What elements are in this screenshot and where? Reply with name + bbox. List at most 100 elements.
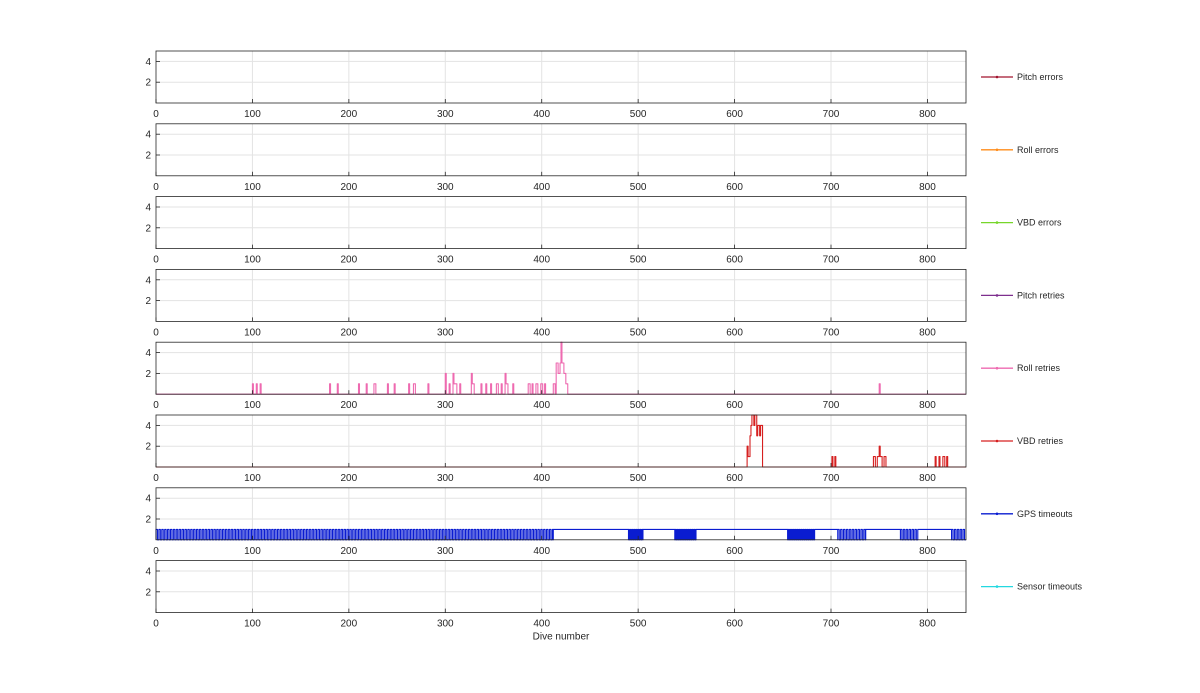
legend-marker xyxy=(995,585,999,588)
x-tick-label: 200 xyxy=(341,182,358,193)
x-tick-label: 400 xyxy=(533,327,550,338)
x-tick-label: 200 xyxy=(341,473,358,484)
x-tick-label: 100 xyxy=(244,546,261,557)
panel-2: 2 4 0 100 200 300 400 500 600 700 800 VBD errors xyxy=(145,196,1062,266)
axes-box xyxy=(155,50,967,104)
x-tick-label: 300 xyxy=(437,109,454,120)
x-tick-label: 0 xyxy=(153,619,159,630)
y-tick-label: 2 xyxy=(145,296,151,307)
x-tick-label: 100 xyxy=(244,182,261,193)
x-tick-label: 0 xyxy=(153,400,159,411)
x-tick-label: 400 xyxy=(533,255,550,266)
x-tick-label: 700 xyxy=(823,400,840,411)
x-tick-label: 500 xyxy=(630,182,647,193)
x-tick-label: 500 xyxy=(630,546,647,557)
axes-box xyxy=(155,123,967,177)
x-tick-label: 0 xyxy=(153,182,159,193)
legend-marker xyxy=(995,148,999,152)
x-tick-label: 400 xyxy=(533,182,550,193)
x-tick-label: 600 xyxy=(726,546,743,557)
series-line-5 xyxy=(156,414,966,468)
x-tick-label: 800 xyxy=(919,400,936,411)
legend-label: Roll retries xyxy=(1017,363,1061,373)
x-tick-label: 100 xyxy=(244,255,261,266)
axes-box xyxy=(155,487,967,541)
x-tick-label: 700 xyxy=(823,619,840,630)
legend-label: VBD errors xyxy=(1017,218,1062,228)
panel-0: 2 4 0 100 200 300 400 500 600 700 800 Pitch errors xyxy=(145,50,1064,120)
legend-marker xyxy=(995,294,999,297)
x-tick-label: 200 xyxy=(341,109,358,120)
axes-box xyxy=(155,341,967,395)
y-tick-label: 4 xyxy=(145,275,151,286)
x-tick-label: 200 xyxy=(341,619,358,630)
y-tick-label: 4 xyxy=(145,421,151,432)
x-tick-label: 700 xyxy=(823,182,840,193)
x-tick-label: 200 xyxy=(341,400,358,411)
x-tick-label: 800 xyxy=(919,619,936,630)
y-tick-label: 2 xyxy=(145,78,151,89)
legend-label: GPS timeouts xyxy=(1017,509,1073,519)
legend-marker xyxy=(995,221,999,224)
x-tick-label: 600 xyxy=(726,473,743,484)
x-tick-label: 100 xyxy=(244,327,261,338)
series-line-4 xyxy=(156,341,966,395)
x-tick-label: 700 xyxy=(823,255,840,266)
y-tick-label: 2 xyxy=(145,587,151,598)
y-tick-label: 2 xyxy=(145,369,151,380)
x-tick-label: 700 xyxy=(823,109,840,120)
legend-label: VBD retries xyxy=(1017,436,1064,446)
x-tick-label: 0 xyxy=(153,546,159,557)
series-line-6 xyxy=(155,528,966,541)
x-tick-label: 0 xyxy=(153,327,159,338)
x-tick-label: 200 xyxy=(341,327,358,338)
legend-label: Pitch errors xyxy=(1017,72,1064,82)
x-tick-label: 500 xyxy=(630,400,647,411)
panel-7: 2 4 0 100 200 300 400 500 600 700 800 Sensor timeou… xyxy=(145,560,1083,630)
legend-marker xyxy=(995,439,999,443)
x-tick-label: 500 xyxy=(630,473,647,484)
x-tick-label: 800 xyxy=(919,109,936,120)
x-tick-label: 300 xyxy=(437,400,454,411)
x-tick-label: 100 xyxy=(244,473,261,484)
y-tick-label: 4 xyxy=(145,57,151,68)
x-tick-label: 700 xyxy=(823,546,840,557)
x-tick-label: 600 xyxy=(726,109,743,120)
legend-label: Roll errors xyxy=(1017,145,1059,155)
legend-marker xyxy=(995,366,999,370)
y-tick-label: 4 xyxy=(145,203,151,214)
x-tick-label: 200 xyxy=(341,255,358,266)
panel-1: 2 4 0 100 200 300 400 500 600 700 800 Roll errors xyxy=(145,123,1059,193)
x-tick-label: 500 xyxy=(630,619,647,630)
panel-4: 2 4 0 100 200 300 400 500 600 700 800 Roll retries xyxy=(145,341,1061,411)
x-tick-label: 600 xyxy=(726,400,743,411)
x-axis-label: Dive number xyxy=(533,632,590,643)
x-tick-label: 300 xyxy=(437,182,454,193)
x-tick-label: 400 xyxy=(533,400,550,411)
x-tick-label: 600 xyxy=(726,182,743,193)
legend-label: Sensor timeouts xyxy=(1017,582,1083,592)
x-tick-label: 800 xyxy=(919,546,936,557)
y-tick-label: 2 xyxy=(145,151,151,162)
x-tick-label: 0 xyxy=(153,255,159,266)
x-tick-label: 500 xyxy=(630,327,647,338)
x-tick-label: 200 xyxy=(341,546,358,557)
x-tick-label: 600 xyxy=(726,255,743,266)
x-tick-label: 700 xyxy=(823,473,840,484)
y-tick-label: 2 xyxy=(145,223,151,234)
x-tick-label: 600 xyxy=(726,619,743,630)
x-tick-label: 300 xyxy=(437,619,454,630)
x-tick-label: 500 xyxy=(630,109,647,120)
x-tick-label: 300 xyxy=(437,473,454,484)
axes-box xyxy=(155,560,967,613)
x-tick-label: 400 xyxy=(533,473,550,484)
x-tick-label: 800 xyxy=(919,327,936,338)
x-tick-label: 600 xyxy=(726,327,743,338)
x-tick-label: 0 xyxy=(153,109,159,120)
x-tick-label: 300 xyxy=(437,255,454,266)
axes-box xyxy=(155,268,967,322)
x-tick-label: 300 xyxy=(437,546,454,557)
legend-marker xyxy=(995,75,999,79)
y-tick-label: 2 xyxy=(145,442,151,453)
